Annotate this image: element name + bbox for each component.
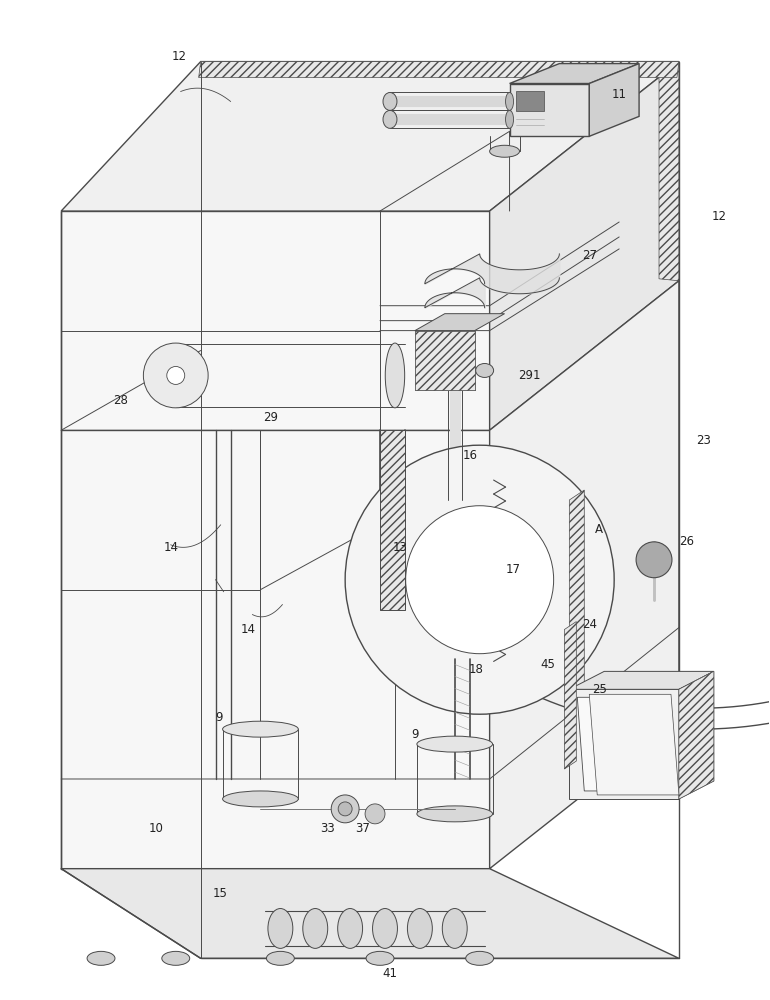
Circle shape — [345, 445, 614, 714]
Ellipse shape — [476, 363, 494, 377]
Ellipse shape — [223, 721, 298, 737]
Text: 13: 13 — [393, 541, 407, 554]
Circle shape — [636, 542, 672, 578]
Ellipse shape — [385, 343, 405, 408]
Text: 18: 18 — [468, 663, 483, 676]
Polygon shape — [61, 869, 679, 958]
Ellipse shape — [506, 110, 514, 128]
Text: 17: 17 — [506, 563, 521, 576]
Polygon shape — [589, 64, 639, 136]
Ellipse shape — [143, 343, 208, 408]
Text: 23: 23 — [696, 434, 711, 447]
Text: 28: 28 — [113, 394, 129, 407]
Polygon shape — [510, 64, 639, 84]
Polygon shape — [490, 62, 679, 430]
Ellipse shape — [442, 909, 467, 948]
Text: 10: 10 — [149, 822, 163, 835]
Text: 9: 9 — [411, 728, 419, 741]
Ellipse shape — [417, 806, 493, 822]
Ellipse shape — [417, 736, 493, 752]
Ellipse shape — [366, 951, 394, 965]
Text: 291: 291 — [518, 369, 541, 382]
Polygon shape — [380, 430, 405, 610]
Polygon shape — [659, 62, 679, 281]
Polygon shape — [415, 314, 504, 331]
Polygon shape — [589, 694, 679, 795]
Ellipse shape — [266, 951, 294, 965]
Ellipse shape — [383, 110, 397, 128]
Ellipse shape — [373, 909, 397, 948]
Text: 45: 45 — [540, 658, 555, 671]
Polygon shape — [415, 331, 474, 390]
Ellipse shape — [466, 951, 494, 965]
Text: 12: 12 — [711, 210, 726, 223]
Ellipse shape — [223, 791, 298, 807]
Text: 12: 12 — [171, 50, 186, 63]
Polygon shape — [569, 671, 714, 689]
Ellipse shape — [383, 92, 397, 110]
Text: 37: 37 — [356, 822, 370, 835]
Polygon shape — [510, 84, 589, 136]
Text: 25: 25 — [592, 683, 607, 696]
Text: 16: 16 — [462, 449, 477, 462]
Text: 41: 41 — [383, 967, 397, 980]
Polygon shape — [578, 697, 669, 791]
Text: 15: 15 — [213, 887, 228, 900]
Polygon shape — [569, 490, 584, 759]
Text: 26: 26 — [679, 535, 695, 548]
Text: 24: 24 — [582, 618, 597, 631]
Polygon shape — [679, 671, 714, 799]
Polygon shape — [516, 91, 544, 111]
Ellipse shape — [167, 366, 185, 384]
Text: 11: 11 — [611, 88, 627, 101]
Text: A: A — [595, 523, 603, 536]
Circle shape — [406, 506, 554, 654]
Circle shape — [338, 802, 352, 816]
Text: 27: 27 — [582, 249, 597, 262]
Polygon shape — [569, 689, 679, 799]
Text: 14: 14 — [241, 623, 256, 636]
Polygon shape — [564, 622, 576, 769]
Ellipse shape — [407, 909, 432, 948]
Polygon shape — [61, 430, 490, 869]
Circle shape — [331, 795, 359, 823]
Polygon shape — [679, 671, 714, 799]
Polygon shape — [61, 62, 679, 211]
Ellipse shape — [268, 909, 293, 948]
Text: 33: 33 — [320, 822, 335, 835]
Ellipse shape — [162, 951, 189, 965]
Ellipse shape — [87, 951, 115, 965]
Text: 9: 9 — [215, 711, 223, 724]
Ellipse shape — [303, 909, 328, 948]
Polygon shape — [490, 281, 679, 869]
Ellipse shape — [490, 145, 520, 157]
Ellipse shape — [338, 909, 363, 948]
Text: 14: 14 — [163, 541, 179, 554]
Polygon shape — [199, 62, 679, 78]
Text: 29: 29 — [263, 411, 278, 424]
Polygon shape — [415, 331, 474, 390]
Circle shape — [365, 804, 385, 824]
Polygon shape — [61, 211, 490, 430]
Ellipse shape — [506, 92, 514, 110]
